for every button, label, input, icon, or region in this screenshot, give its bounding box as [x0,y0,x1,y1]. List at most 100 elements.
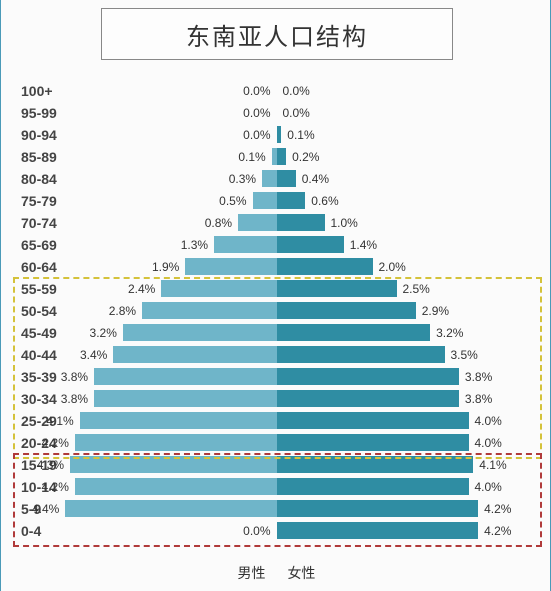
pyramid-row: 25-294.1%4.0% [1,410,551,432]
chart-area: 100+0.0%0.0%95-990.0%0.0%90-940.0%0.1%85… [1,80,551,570]
female-bar [277,456,474,473]
male-bar [75,478,277,495]
male-bar [94,368,276,385]
female-pct-label: 1.4% [350,234,377,256]
chart-title: 东南亚人口结构 [186,17,368,52]
legend: 男性 女性 [1,563,551,583]
female-pct-label: 4.2% [484,520,511,542]
age-label: 80-84 [21,168,81,190]
male-bar [70,456,276,473]
female-pct-label: 0.4% [302,168,329,190]
male-bar [65,500,276,517]
pyramid-row: 5-94.4%4.2% [1,498,551,520]
male-pct-label: 0.1% [238,146,265,168]
female-bar [277,236,344,253]
age-label: 65-69 [21,234,81,256]
female-pct-label: 4.2% [484,498,511,520]
female-bar [277,126,282,143]
pyramid-row: 50-542.8%2.9% [1,300,551,322]
female-pct-label: 4.0% [475,410,502,432]
pyramid-row: 70-74 0.8% 1.0% [1,212,551,234]
female-pct-label: 0.6% [311,190,338,212]
female-bar [277,500,479,517]
pyramid-row: 65-691.3%1.4% [1,234,551,256]
female-bar [277,390,459,407]
age-label: 85-89 [21,146,81,168]
male-pct-label: 0.8% [205,212,232,234]
pyramid-row: 75-79 0.5% 0.6% [1,190,551,212]
male-pct-label: 0.3% [229,168,256,190]
male-pct-label: 4.4% [32,498,59,520]
female-bar [277,192,306,209]
female-pct-label: 1.0% [331,212,358,234]
male-pct-label: 3.4% [80,344,107,366]
age-label: 95-99 [21,102,81,124]
female-pct-label: 4.1% [479,454,506,476]
pyramid-row: 30-343.8%3.8% [1,388,551,410]
pyramid-row: 0-4 0.0% 4.2% [1,520,551,542]
male-bar [94,390,276,407]
pyramid-row: 40-443.4%3.5% [1,344,551,366]
female-bar [277,522,479,539]
male-pct-label: 0.0% [243,102,270,124]
female-pct-label: 4.0% [475,432,502,454]
age-label: 100+ [21,80,81,102]
pyramid-row: 60-641.9%2.0% [1,256,551,278]
pyramid-row: 80-84 0.3% 0.4% [1,168,551,190]
female-pct-label: 3.8% [465,366,492,388]
male-pct-label: 3.2% [90,322,117,344]
female-bar [277,258,373,275]
female-bar [277,412,469,429]
age-label: 90-94 [21,124,81,146]
male-pct-label: 0.0% [243,124,270,146]
female-bar [277,324,431,341]
female-bar [277,478,469,495]
male-bar [161,280,276,297]
female-pct-label: 4.0% [475,476,502,498]
male-bar [238,214,276,231]
pyramid-row: 90-94 0.0% 0.1% [1,124,551,146]
pyramid-row: 55-592.4%2.5% [1,278,551,300]
male-bar [262,170,276,187]
age-label: 45-49 [21,322,81,344]
female-pct-label: 3.2% [436,322,463,344]
male-bar [113,346,276,363]
female-pct-label: 0.0% [283,80,310,102]
female-bar [277,302,416,319]
male-pct-label: 4.1% [46,410,73,432]
age-label: 60-64 [21,256,81,278]
legend-female: 女性 [287,565,315,581]
male-bar [253,192,277,209]
pyramid-row: 10-144.2%4.0% [1,476,551,498]
pyramid-row: 20-244.2%4.0% [1,432,551,454]
male-pct-label: 0.0% [243,520,270,542]
female-bar [277,368,459,385]
female-pct-label: 0.1% [287,124,314,146]
female-bar [277,170,296,187]
male-bar [185,258,276,275]
male-bar [123,324,277,341]
male-pct-label: 0.0% [243,80,270,102]
male-bar [142,302,276,319]
male-bar [75,434,277,451]
age-label: 50-54 [21,300,81,322]
legend-male: 男性 [238,565,266,581]
male-bar [214,236,276,253]
female-pct-label: 2.9% [422,300,449,322]
female-bar [277,148,287,165]
male-pct-label: 0.5% [219,190,246,212]
male-pct-label: 3.8% [61,388,88,410]
age-label: 75-79 [21,190,81,212]
age-label: 70-74 [21,212,81,234]
female-pct-label: 3.5% [451,344,478,366]
male-pct-label: 1.9% [152,256,179,278]
male-pct-label: 4.2% [42,476,69,498]
title-box: 东南亚人口结构 [101,8,453,60]
female-pct-label: 3.8% [465,388,492,410]
female-pct-label: 2.5% [403,278,430,300]
pyramid-row: 15-194.3%4.1% [1,454,551,476]
pyramid-row: 35-393.8%3.8% [1,366,551,388]
pyramid-row: 85-890.1%0.2% [1,146,551,168]
pyramid-row: 100+ 0.0% 0.0% [1,80,551,102]
age-label: 0-4 [21,520,81,542]
